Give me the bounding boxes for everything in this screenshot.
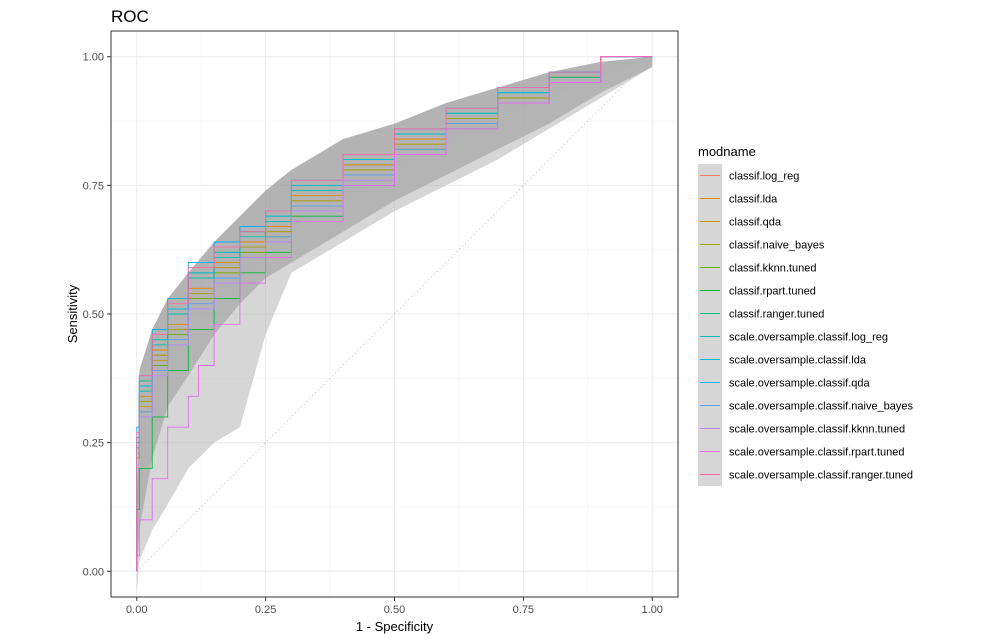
roc-line-scale-oversample-classif-ranger-tuned: [136, 56, 653, 572]
x-axis: 0.00 0.25 0.50 0.75 1.00: [126, 597, 663, 616]
roc-line-scale-oversample-classif-rpart-tuned: [136, 56, 653, 572]
legend-entry-label: scale.oversample.classif.naive_bayes: [729, 401, 914, 413]
legend-entry-label: scale.oversample.classif.log_reg: [729, 332, 888, 344]
y-tick-label: 0.25: [83, 438, 104, 450]
x-tick-label: 0.25: [255, 604, 276, 616]
y-axis-title: Sensitivity: [65, 284, 80, 343]
legend-title: modname: [698, 144, 756, 159]
y-tick-label: 0.50: [83, 309, 104, 321]
legend-entry-label: scale.oversample.classif.ranger.tuned: [729, 470, 913, 482]
legend-entry-label: scale.oversample.classif.kknn.tuned: [729, 424, 905, 436]
legend: modname classif.log_reg classif.lda classi…: [698, 144, 914, 486]
legend-entry-label: classif.log_reg: [729, 171, 799, 183]
legend-entry-label: classif.rpart.tuned: [729, 286, 816, 298]
y-tick-label: 1.00: [83, 52, 104, 64]
y-tick-label: 0.00: [83, 566, 104, 578]
y-tick-label: 0.75: [83, 180, 104, 192]
legend-entry-label: classif.kknn.tuned: [729, 263, 816, 275]
legend-entry-label: scale.oversample.classif.qda: [729, 378, 871, 390]
legend-entry-label: scale.oversample.classif.rpart.tuned: [729, 447, 904, 459]
x-tick-label: 1.00: [642, 604, 663, 616]
legend-entry-label: scale.oversample.classif.lda: [729, 355, 867, 367]
legend-entry-label: classif.ranger.tuned: [729, 309, 824, 321]
x-tick-label: 0.50: [384, 604, 405, 616]
legend-entry-label: classif.qda: [729, 217, 782, 229]
roc-curves: [136, 56, 653, 572]
y-axis: 0.00 0.25 0.50 0.75 1.00: [83, 52, 111, 578]
x-tick-label: 0.00: [126, 604, 147, 616]
reference-diagonal: [136, 56, 653, 572]
legend-entry-label: classif.naive_bayes: [729, 240, 825, 252]
chart-title: ROC: [111, 7, 149, 26]
x-axis-title: 1 - Specificity: [356, 619, 434, 634]
legend-key-background: [698, 164, 722, 486]
reference-diagonal-line: [136, 56, 653, 572]
legend-entry-label: classif.lda: [729, 194, 778, 206]
x-tick-label: 0.75: [513, 604, 534, 616]
